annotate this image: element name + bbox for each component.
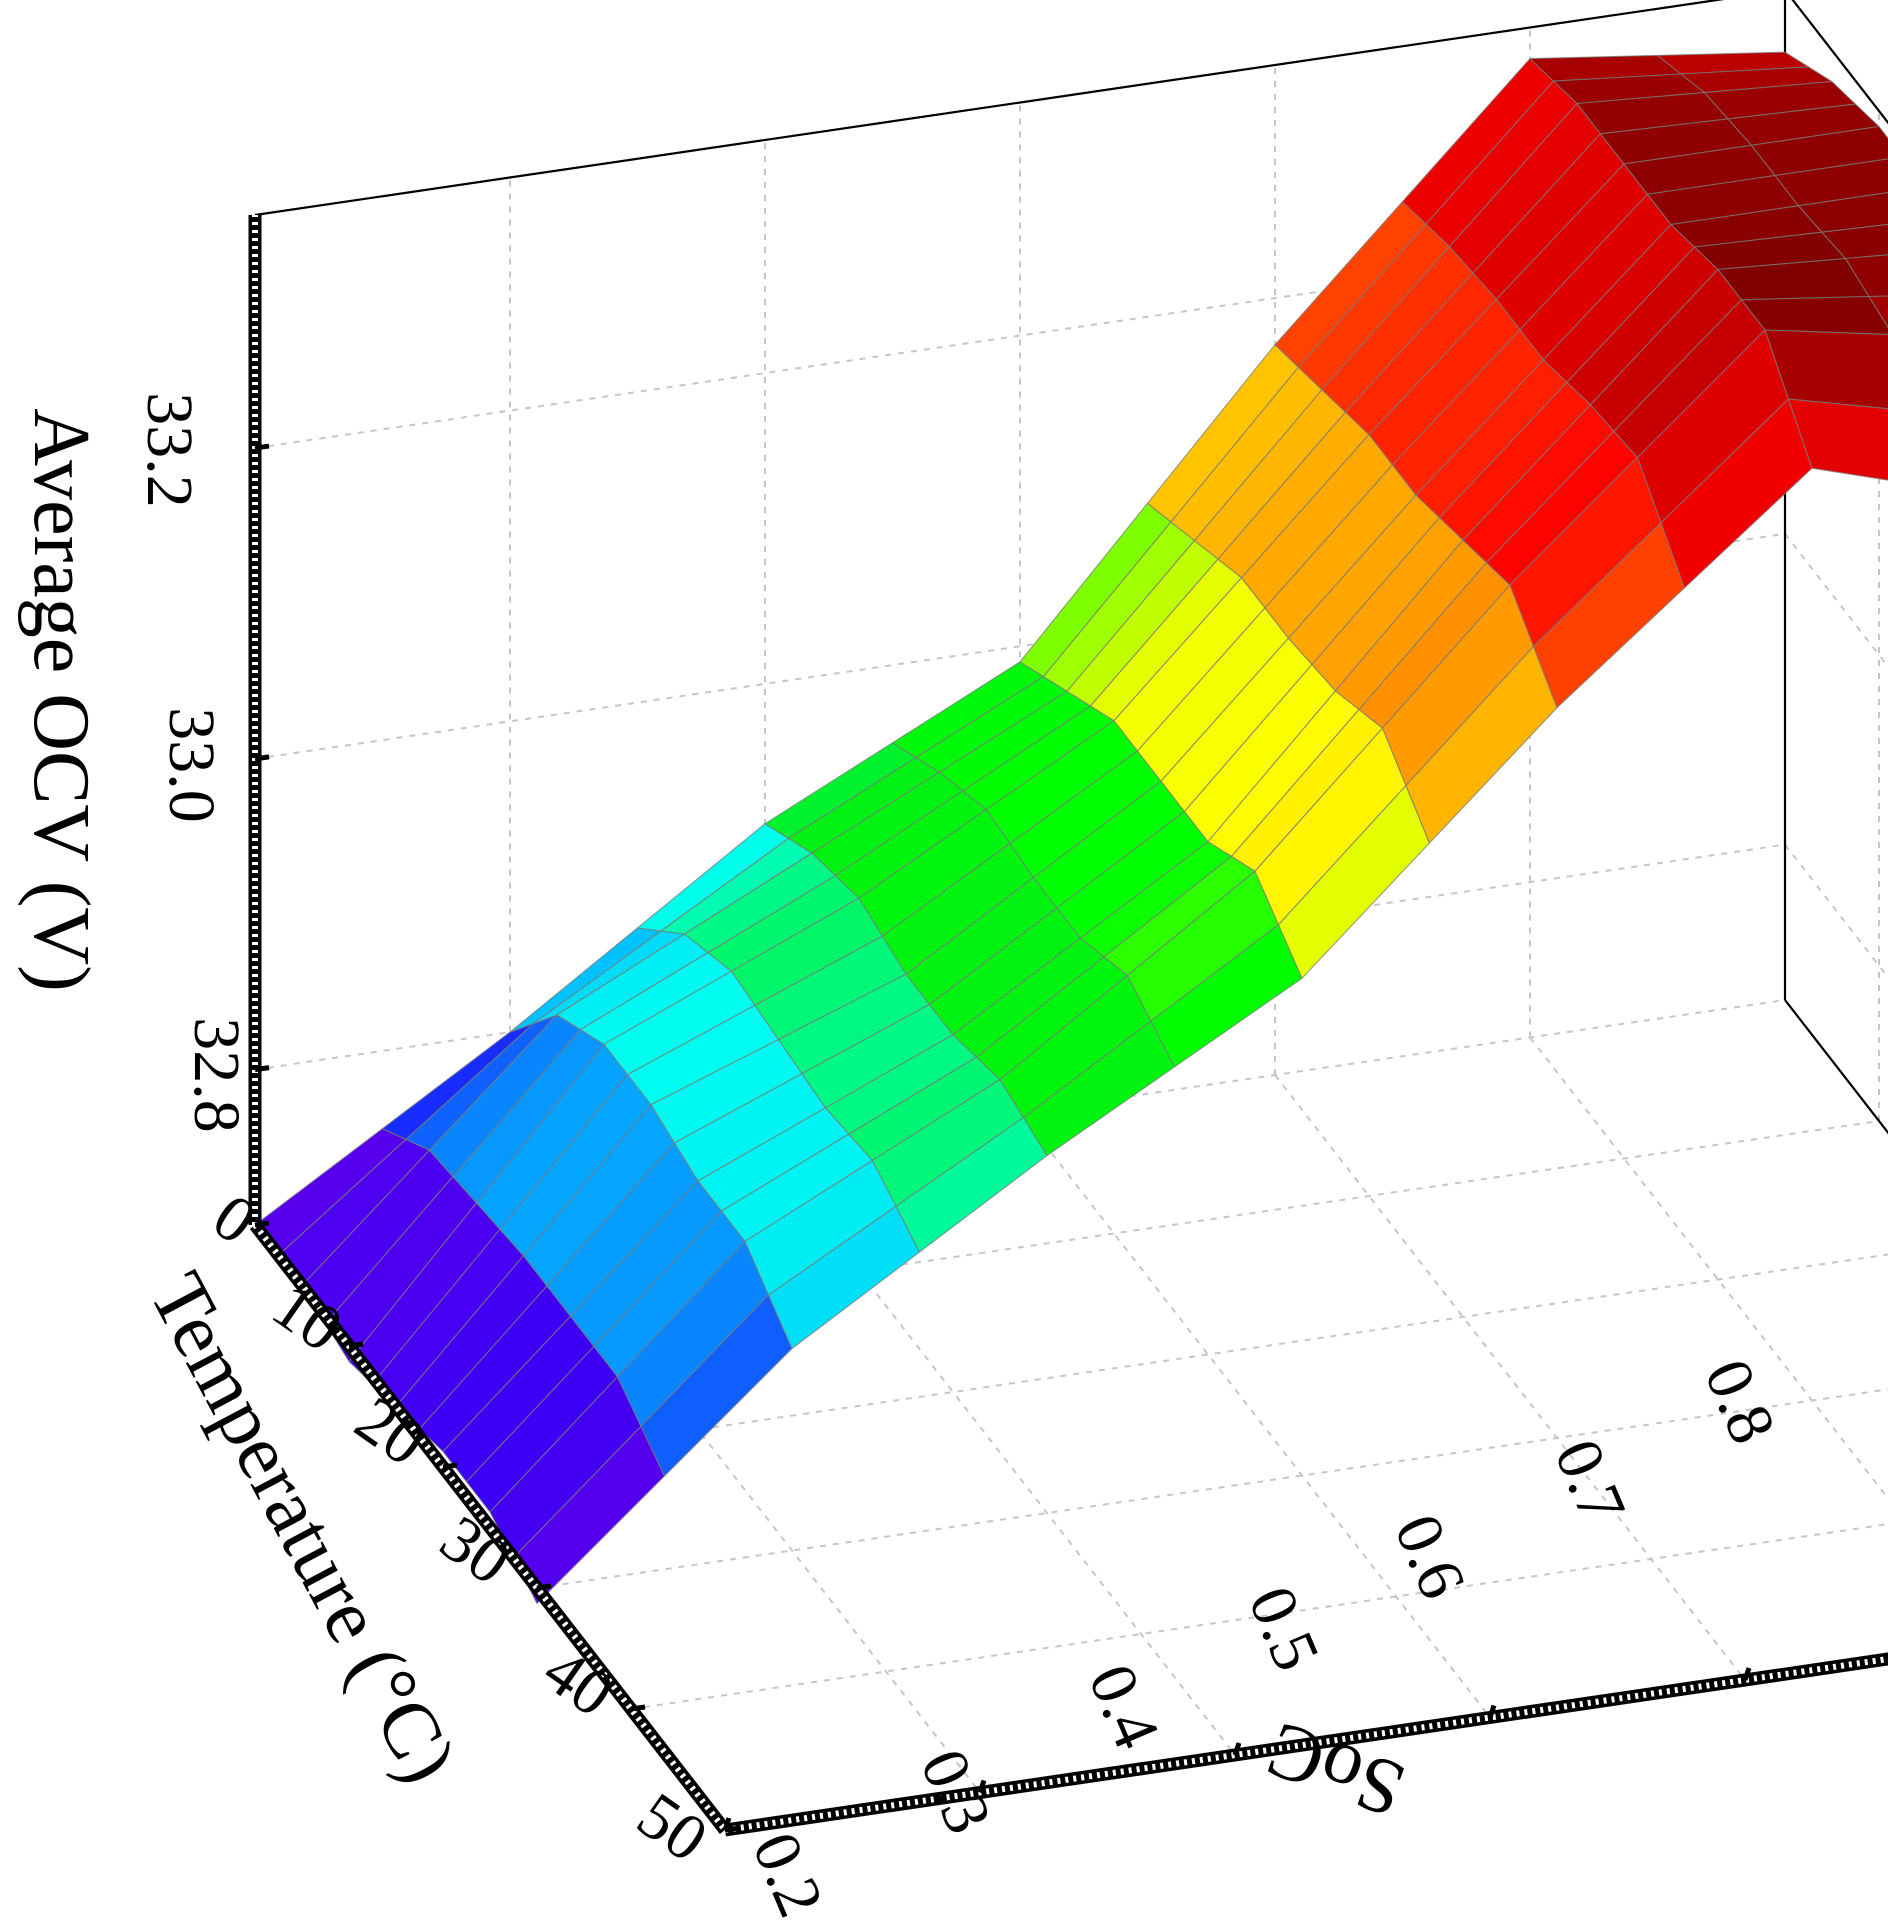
grid-line — [254, 843, 1786, 1071]
temperature-tick — [536, 1583, 552, 1591]
box-edge — [1791, 0, 1888, 125]
ocv-tick-label: 33.0 — [155, 707, 228, 823]
temperature-tick — [724, 1825, 740, 1833]
box-edge — [1784, 999, 1888, 1135]
temperature-axis — [249, 1221, 731, 1834]
soc-tick — [977, 1779, 987, 1794]
surface-cell — [1740, 295, 1888, 335]
surface-cell — [1797, 192, 1888, 233]
temperature-tick — [630, 1704, 646, 1712]
surface-cell — [1821, 223, 1888, 260]
grid-line — [348, 1120, 1880, 1347]
ocv-tick — [254, 1065, 270, 1073]
ocv-surface — [254, 51, 1888, 1605]
grid-line — [1019, 1111, 1491, 1719]
grid-line — [1784, 844, 1888, 979]
grid-line — [536, 1388, 1888, 1589]
grid-line — [254, 999, 1786, 1226]
grid-line — [1784, 533, 1888, 669]
soc-tick-label: 0.2 — [738, 1822, 837, 1926]
soc-tick — [1232, 1742, 1242, 1756]
surface-cell — [1844, 254, 1888, 298]
surface-cell — [1787, 398, 1888, 481]
grid-line — [442, 1253, 1888, 1468]
axes — [248, 215, 1888, 1837]
temperature-tick — [254, 1220, 270, 1228]
soc-tick-label: 0.3 — [906, 1739, 1005, 1843]
soc-tick-label: 0.5 — [1234, 1576, 1333, 1680]
soc-tick — [1487, 1704, 1497, 1719]
soc-tick-labels: 0.2 0.3 0.4 0.5 0.6 0.7 0.8 — [738, 1349, 1789, 1926]
soc-axis-title: SoC — [1256, 1705, 1416, 1835]
surface-cell — [1868, 295, 1888, 329]
ocv-tick-labels: 32.8 33.0 33.2 — [133, 392, 253, 1133]
box-edge — [254, 0, 1725, 217]
surface-cell — [1774, 158, 1888, 207]
ocv-tick — [254, 443, 270, 451]
temperature-tick — [348, 1341, 364, 1349]
ocv-tick — [254, 754, 270, 762]
grid-line — [1274, 1074, 1746, 1681]
surface-cell — [1750, 125, 1888, 177]
soc-tick-label: 0.8 — [1690, 1349, 1789, 1453]
grid-line — [1529, 1036, 1888, 1500]
grid-line — [509, 1186, 981, 1794]
temperature-tick-label: 50 — [624, 1779, 720, 1877]
soc-tick-label: 0.6 — [1380, 1504, 1479, 1608]
temperature-tick — [442, 1462, 458, 1470]
soc-tick-label: 0.4 — [1074, 1654, 1173, 1758]
temperature-tick-label: 40 — [530, 1634, 626, 1732]
soc-tick-label: 0.7 — [1540, 1429, 1639, 1533]
ocv-tick-label: 32.8 — [180, 1017, 253, 1133]
ocv-axis-title: Average OCV (V) — [17, 408, 105, 992]
grid-line — [1784, 999, 1888, 1135]
grid-line — [764, 1149, 1236, 1756]
ocv-tick-label: 33.2 — [133, 392, 206, 508]
surface-cell — [1764, 329, 1888, 410]
soc-tick — [1742, 1667, 1752, 1681]
